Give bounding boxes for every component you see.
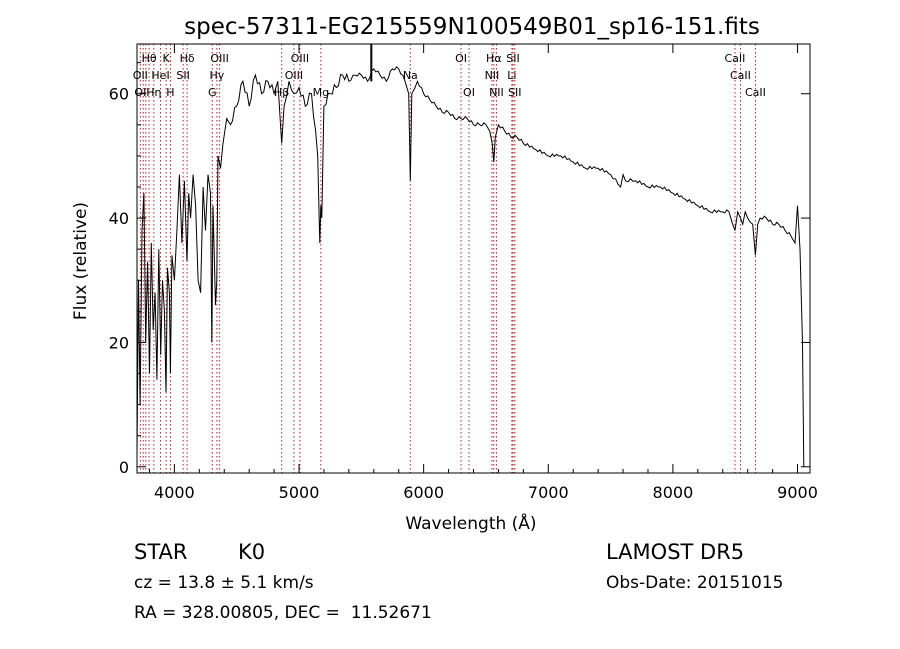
spectral-line-markers — [139, 44, 756, 473]
line-label: OIII — [291, 52, 309, 65]
x-tick-label: 8000 — [653, 483, 694, 502]
y-tick-label: 20 — [109, 333, 129, 352]
x-axis-label: Wavelength (Å) — [405, 512, 536, 534]
line-label: HeI — [151, 69, 169, 82]
y-tick-label: 60 — [109, 85, 129, 104]
line-label: G — [208, 86, 217, 99]
line-label: Na — [403, 69, 418, 82]
line-label: CaII — [745, 86, 766, 99]
line-label: OII — [133, 69, 148, 82]
x-tick-label: 4000 — [154, 483, 195, 502]
line-label: H — [166, 86, 174, 99]
x-tick-label: 5000 — [279, 483, 320, 502]
line-label: Hγ — [209, 69, 224, 82]
line-label: OI — [134, 86, 146, 99]
y-tick-label: 40 — [109, 209, 129, 228]
chart-title: spec-57311-EG215559N100549B01_sp16-151.f… — [184, 14, 760, 40]
line-label: Mg — [313, 86, 329, 99]
line-label: NII — [485, 69, 500, 82]
spectrum-line — [136, 66, 805, 467]
line-label: OI — [463, 86, 475, 99]
line-label: OI — [455, 52, 467, 65]
line-label: SII — [176, 69, 189, 82]
x-tick-label: 6000 — [403, 483, 444, 502]
object-class: STAR — [134, 540, 188, 564]
object-subclass: K0 — [238, 540, 266, 564]
line-label: CaII — [730, 69, 751, 82]
y-axis-ticks: 0 20 40 60 — [109, 62, 810, 477]
y-tick-label: 0 — [119, 458, 129, 477]
spectral-line-labels: Hθ K Hδ OIII OIII OI Hα SII CaII OII HeI SII Hγ OIII N… — [133, 52, 766, 99]
line-label: OIII — [210, 52, 228, 65]
survey-name: LAMOST DR5 — [606, 540, 745, 564]
x-tick-label: 9000 — [777, 483, 818, 502]
y-axis-label: Flux (relative) — [71, 202, 91, 320]
line-label: NII — [489, 86, 504, 99]
line-label: K — [163, 52, 171, 65]
x-axis-ticks: 4000 5000 6000 7000 8000 9000 — [148, 44, 818, 502]
line-label: Hα — [486, 52, 502, 65]
line-label: Li — [507, 69, 516, 82]
line-label: Hη — [146, 86, 161, 99]
line-label: Hθ — [142, 52, 157, 65]
coordinates: RA = 328.00805, DEC = 11.52671 — [134, 603, 432, 623]
x-tick-label: 7000 — [528, 483, 569, 502]
line-label: OIII — [285, 69, 303, 82]
line-label: Hδ — [180, 52, 195, 65]
plot-frame — [136, 43, 811, 474]
line-label: CaII — [725, 52, 746, 65]
line-label: SII — [508, 86, 521, 99]
observation-date: Obs-Date: 20151015 — [606, 573, 784, 593]
redshift-velocity: cz = 13.8 ± 5.1 km/s — [134, 573, 314, 593]
line-label: SII — [506, 52, 519, 65]
